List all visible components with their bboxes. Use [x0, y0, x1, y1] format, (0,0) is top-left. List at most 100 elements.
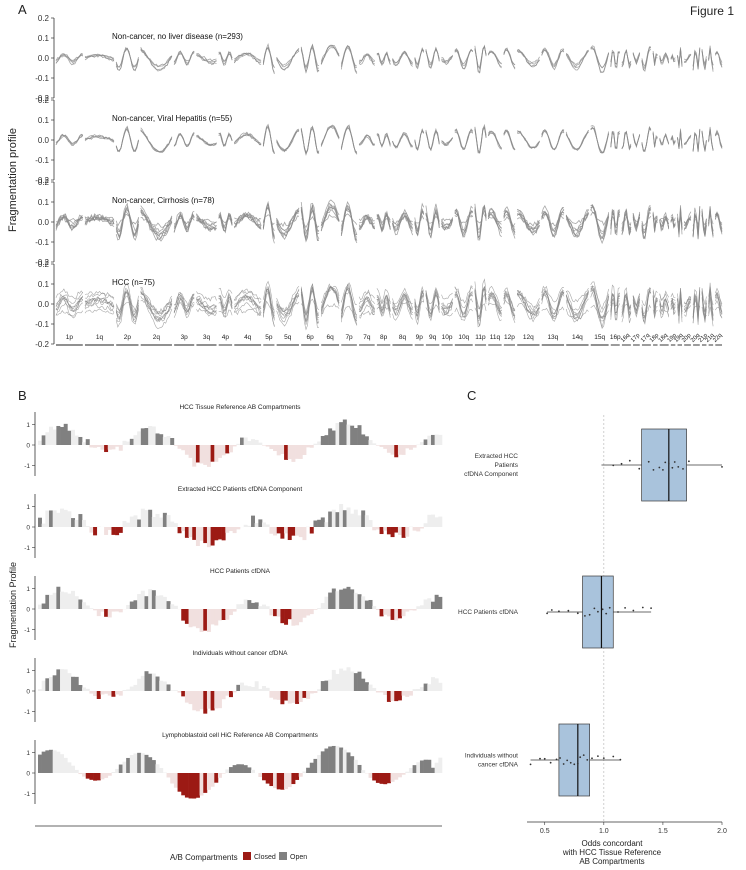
panel-b-bar: [56, 669, 61, 691]
panel-b-bar: [221, 691, 226, 700]
panel-b-bar: [331, 509, 336, 527]
panel-a-trace: [714, 132, 723, 149]
panel-b-bar: [129, 754, 134, 773]
panel-b-bar: [423, 439, 428, 445]
panel-b-bar: [166, 684, 171, 691]
panel-b-bar: [181, 445, 186, 451]
panel-a-trace: [84, 292, 115, 299]
panel-c-point: [671, 466, 674, 469]
panel-a-trace: [517, 131, 540, 149]
panel-b-bar: [45, 594, 50, 609]
panel-b-bar: [295, 691, 300, 704]
panel-a-trace: [376, 215, 391, 233]
panel-b-bar: [89, 608, 94, 609]
panel-a-trace: [566, 287, 589, 303]
panel-b-ytick-label: -1: [24, 545, 30, 552]
panel-b-bar: [100, 609, 105, 612]
panel-a-trace: [234, 291, 262, 301]
panel-a-trace: [196, 135, 217, 146]
panel-a-arm-label: 22q: [712, 333, 723, 344]
panel-b-bar: [357, 671, 362, 691]
panel-a-trace: [659, 215, 670, 231]
panel-b-bar: [401, 527, 406, 538]
panel-a-trace: [115, 292, 139, 323]
panel-b-bar: [184, 445, 189, 455]
panel-a-trace: [84, 217, 115, 226]
panel-a-trace: [115, 48, 139, 68]
panel-b-bar: [346, 667, 351, 691]
panel-c-point: [658, 466, 661, 469]
panel-a-trace: [414, 285, 424, 312]
panel-b-bar: [328, 511, 333, 527]
panel-b-bar: [118, 691, 123, 696]
panel-c-point: [529, 763, 532, 766]
panel-b-bar: [192, 609, 197, 627]
panel-b-bar: [251, 515, 255, 527]
panel-b-bar: [291, 691, 296, 703]
panel-b-bar: [104, 445, 109, 453]
panel-b-bar: [38, 754, 42, 773]
panel-a-trace: [632, 213, 641, 231]
panel-a-arm-label: 12q: [523, 334, 534, 341]
panel-b-bar: [60, 427, 65, 445]
panel-a-trace: [517, 295, 540, 323]
panel-b-ytick-label: -1: [24, 709, 30, 716]
panel-b-bar: [144, 428, 149, 445]
panel-a-trace: [652, 133, 658, 148]
panel-a-trace: [441, 54, 453, 64]
panel-a-trace: [115, 291, 139, 313]
panel-a-trace: [488, 51, 502, 64]
panel-b-bar: [339, 668, 344, 691]
panel-b-bar: [181, 609, 186, 621]
panel-a-trace: [320, 126, 340, 147]
panel-b-bar: [324, 522, 329, 527]
panel-c-point: [673, 461, 676, 463]
panel-a-trace: [516, 292, 540, 315]
panel-b-bar: [210, 445, 215, 462]
panel-b-bar: [287, 527, 292, 541]
panel-a-trace: [276, 293, 300, 317]
panel-a-trace: [359, 54, 375, 61]
panel-a-trace: [441, 301, 453, 314]
panel-a-trace: [196, 54, 217, 63]
panel-a-trace: [503, 213, 516, 233]
panel-b-bar: [45, 510, 50, 527]
panel-b-bar: [342, 419, 347, 445]
panel-b-bar: [339, 747, 344, 773]
panel-a-arm-label: 7p: [345, 334, 353, 341]
panel-b-bar: [335, 591, 340, 609]
panel-label-c: C: [467, 388, 476, 403]
panel-b-bar: [353, 592, 358, 609]
panel-b-bar: [416, 689, 421, 691]
panel-b-bar: [240, 437, 244, 445]
panel-b-bar: [342, 670, 347, 691]
panel-b-bar: [133, 684, 138, 691]
panel-b-bar: [284, 691, 289, 701]
panel-a-trace: [659, 133, 670, 146]
panel-b-bar: [166, 773, 171, 778]
panel-b-bar: [78, 599, 83, 609]
panel-a-trace: [670, 306, 676, 312]
panel-b-bar: [166, 601, 171, 609]
panel-a-trace: [263, 300, 275, 314]
panel-b-bar: [203, 527, 208, 544]
panel-a-trace: [641, 49, 652, 68]
panel-a-trace: [115, 129, 139, 152]
panel-c-point: [579, 756, 582, 759]
panel-b-bar: [372, 606, 377, 609]
panel-b-bar: [306, 445, 311, 448]
panel-b-bar: [280, 691, 285, 705]
panel-a-trace: [701, 307, 707, 319]
panel-b-bar: [243, 765, 248, 773]
panel-b-bar: [339, 589, 344, 609]
panel-b-bar: [368, 440, 373, 445]
panel-b-bar: [273, 445, 278, 452]
panel-b-bar: [170, 773, 175, 784]
panel-b-bar: [313, 443, 318, 445]
panel-a-trace: [641, 126, 652, 152]
panel-a-trace: [708, 129, 714, 151]
panel-b-bar: [206, 445, 211, 467]
panel-c-xtick-label: 1.5: [658, 828, 668, 835]
panel-b-bar: [45, 678, 50, 691]
panel-b-bar: [353, 759, 358, 773]
